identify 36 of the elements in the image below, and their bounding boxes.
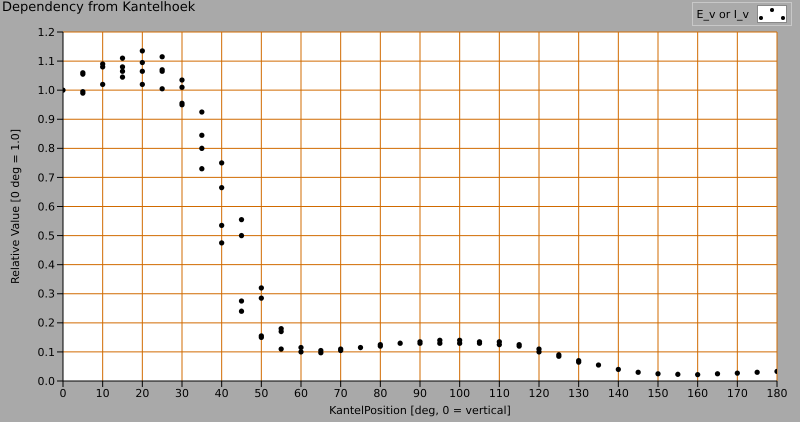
chart-title: Dependency from Kantelhoek [2,0,196,15]
y-tick-label: 1.1 [38,54,55,68]
legend-label: E_v or I_v [696,8,749,20]
x-axis-title: KantelPosition [deg, 0 = vertical] [329,404,511,417]
y-tick-label: 0.4 [38,258,55,272]
y-tick-label: 0.0 [38,374,55,388]
x-tick-label: 90 [413,386,427,400]
x-tick-label: 30 [175,386,189,400]
x-tick-label: 20 [135,386,150,400]
x-tick-label: 60 [294,386,308,400]
y-tick-label: 0.9 [38,113,55,126]
y-tick-label: 0.2 [38,316,55,330]
x-tick-label: 0 [60,386,66,400]
x-tick-label: 70 [334,386,348,400]
x-tick-label: 100 [449,386,470,400]
y-tick-label: 1.2 [38,26,55,39]
y-tick-label: 0.7 [38,171,55,184]
x-tick-label: 40 [214,386,229,400]
x-tick-label: 180 [766,386,788,400]
y-tick-label: 0.8 [38,142,55,156]
x-tick-label: 160 [687,386,708,400]
x-tick-label: 130 [568,386,590,400]
y-tick-label: 0.5 [38,229,55,242]
y-axis-title: Relative Value [0 deg = 1.0] [8,128,22,284]
x-tick-label: 120 [528,386,550,400]
x-tick-label: 170 [726,386,748,400]
x-tick-label: 10 [96,386,110,400]
x-tick-label: 150 [648,386,668,400]
y-tick-label: 0.3 [38,288,55,301]
y-tick-label: 1.0 [38,84,55,98]
y-tick-label: 0.1 [38,346,55,359]
x-tick-label: 50 [254,386,268,400]
y-tick-label: 0.6 [38,200,55,214]
x-tick-label: 110 [488,386,510,400]
x-tick-label: 80 [373,386,388,400]
x-tick-label: 140 [608,386,629,400]
